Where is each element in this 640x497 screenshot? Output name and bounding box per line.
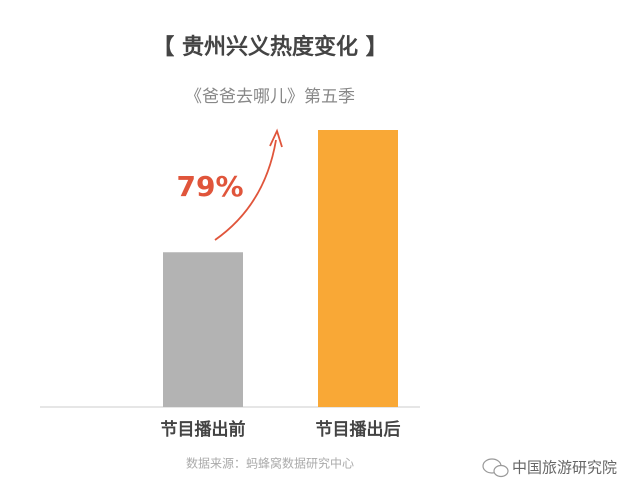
growth-arrow <box>214 139 277 241</box>
x-tick-label: 节目播出后 <box>316 419 401 440</box>
chart-subtitle: 《爸爸去哪儿》第五季 <box>185 87 355 107</box>
bar <box>318 130 398 407</box>
growth-annotation: 79% <box>176 170 243 203</box>
watermark-icon <box>482 458 509 478</box>
chart-title: 【 贵州兴义热度变化 】 <box>152 34 387 60</box>
watermark: 中国旅游研究院 <box>512 459 617 477</box>
x-tick-label: 节目播出前 <box>161 419 246 440</box>
bar <box>163 252 243 407</box>
arrow-head <box>269 128 283 148</box>
source-note: 数据来源：蚂蜂窝数据研究中心 <box>186 456 354 471</box>
